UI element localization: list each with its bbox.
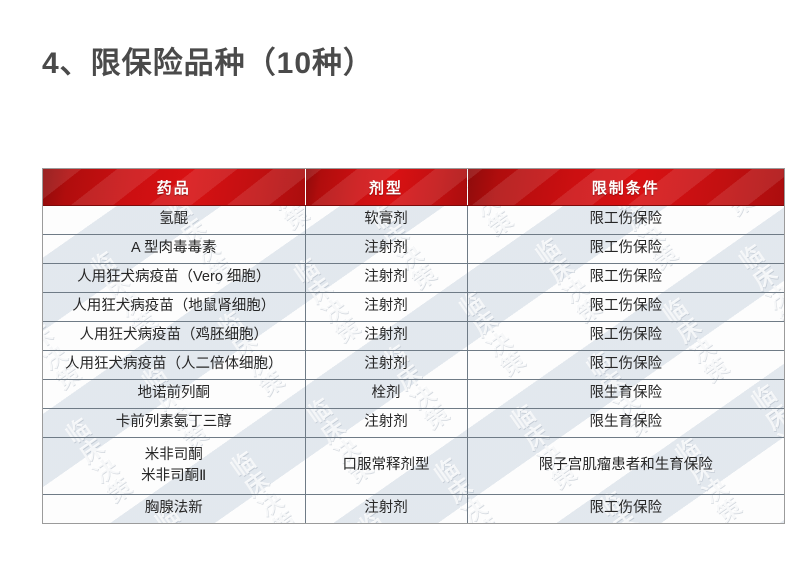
table-row: 氢醌 软膏剂 限工伤保险 bbox=[43, 205, 784, 235]
cell-drug: 人用狂犬病疫苗（鸡胚细胞） bbox=[43, 321, 306, 351]
cell-restriction-condition: 限生育保险 bbox=[467, 408, 784, 438]
cell-drug: 米非司酮米非司酮Ⅱ bbox=[43, 437, 306, 495]
column-header-form-label: 剂型 bbox=[368, 179, 403, 197]
cell-dosage-form: 栓剂 bbox=[305, 379, 468, 409]
column-header-condition: 限制条件 bbox=[467, 169, 784, 206]
column-header-drug-label: 药品 bbox=[156, 179, 191, 197]
drug-name: 人用狂犬病疫苗（鸡胚细胞） bbox=[79, 327, 269, 344]
cell-restriction-condition: 限工伤保险 bbox=[467, 234, 784, 264]
drug-name: 米非司酮 bbox=[144, 446, 203, 463]
cell-restriction-condition: 限子宫肌瘤患者和生育保险 bbox=[467, 437, 784, 495]
table-header-row: 药品 剂型 限制条件 bbox=[43, 169, 784, 206]
drug-name: 人用狂犬病疫苗（人二倍体细胞） bbox=[65, 356, 283, 373]
table-row: 地诺前列酮 栓剂 限生育保险 bbox=[43, 379, 784, 409]
cell-drug: 人用狂犬病疫苗（人二倍体细胞） bbox=[43, 350, 306, 380]
drug-name: 氢醌 bbox=[159, 211, 189, 228]
drug-name: A 型肉毒毒素 bbox=[131, 240, 217, 257]
drug-name: 卡前列素氨丁三醇 bbox=[115, 414, 232, 431]
cell-dosage-form: 注射剂 bbox=[305, 408, 468, 438]
cell-restriction-condition: 限工伤保险 bbox=[467, 205, 784, 235]
cell-restriction-condition: 限工伤保险 bbox=[467, 350, 784, 380]
drug-name: 地诺前列酮 bbox=[137, 385, 211, 402]
cell-restriction-condition: 限工伤保险 bbox=[467, 292, 784, 322]
cell-dosage-form: 注射剂 bbox=[305, 234, 468, 264]
page-title: 4、限保险品种（10种） bbox=[42, 47, 375, 80]
drug-name: 胸腺法新 bbox=[144, 500, 203, 517]
table-header: 药品 剂型 限制条件 bbox=[43, 169, 784, 206]
table-row: 人用狂犬病疫苗（地鼠肾细胞） 注射剂 限工伤保险 bbox=[43, 292, 784, 322]
cell-drug: 卡前列素氨丁三醇 bbox=[43, 408, 306, 438]
table-row: 人用狂犬病疫苗（Vero 细胞） 注射剂 限工伤保险 bbox=[43, 263, 784, 293]
cell-dosage-form: 口服常释剂型 bbox=[305, 437, 468, 495]
limited-insurance-drug-table: 药品 剂型 限制条件 氢醌 软膏剂 限工伤保险 A 型肉毒毒素 注射剂 限工伤保险 人用狂犬… bbox=[43, 169, 784, 523]
cell-dosage-form: 软膏剂 bbox=[305, 205, 468, 235]
cell-dosage-form: 注射剂 bbox=[305, 292, 468, 322]
cell-drug: 氢醌 bbox=[43, 205, 306, 235]
cell-dosage-form: 注射剂 bbox=[305, 263, 468, 293]
cell-drug: 人用狂犬病疫苗（Vero 细胞） bbox=[43, 263, 306, 293]
table-row: 人用狂犬病疫苗（人二倍体细胞） 注射剂 限工伤保险 bbox=[43, 350, 784, 380]
drug-name-secondary: 米非司酮Ⅱ bbox=[141, 468, 207, 484]
cell-restriction-condition: 限生育保险 bbox=[467, 379, 784, 409]
drug-name: 人用狂犬病疫苗（地鼠肾细胞） bbox=[72, 298, 276, 315]
cell-drug: 胸腺法新 bbox=[43, 494, 306, 523]
table-row: 卡前列素氨丁三醇 注射剂 限生育保险 bbox=[43, 408, 784, 438]
cell-restriction-condition: 限工伤保险 bbox=[467, 321, 784, 351]
column-header-drug: 药品 bbox=[43, 169, 306, 206]
cell-drug: A 型肉毒毒素 bbox=[43, 234, 306, 264]
cell-dosage-form: 注射剂 bbox=[305, 350, 468, 380]
drug-table-container: 临床决策 临床决策 临床决策 临床决策 临床决策 临床决策 临床决策 临床决策 临床决策 临床决策… bbox=[42, 168, 785, 524]
table-row: A 型肉毒毒素 注射剂 限工伤保险 bbox=[43, 234, 784, 264]
drug-name: 人用狂犬病疫苗（Vero 细胞） bbox=[77, 269, 271, 286]
cell-restriction-condition: 限工伤保险 bbox=[467, 263, 784, 293]
cell-dosage-form: 注射剂 bbox=[305, 494, 468, 523]
table-row: 胸腺法新 注射剂 限工伤保险 bbox=[43, 494, 784, 523]
table-row: 米非司酮 米非司酮Ⅱ 口服常释剂型 限子宫肌瘤患者和生育保险 bbox=[43, 437, 784, 495]
cell-dosage-form: 注射剂 bbox=[305, 321, 468, 351]
cell-drug: 人用狂犬病疫苗（地鼠肾细胞） bbox=[43, 292, 306, 322]
cell-restriction-condition: 限工伤保险 bbox=[467, 494, 784, 523]
column-header-form: 剂型 bbox=[305, 169, 468, 206]
column-header-condition-label: 限制条件 bbox=[591, 179, 660, 197]
table-body: 氢醌 软膏剂 限工伤保险 A 型肉毒毒素 注射剂 限工伤保险 人用狂犬病疫苗（Vero 细胞… bbox=[43, 205, 784, 523]
table-row: 人用狂犬病疫苗（鸡胚细胞） 注射剂 限工伤保险 bbox=[43, 321, 784, 351]
cell-drug: 地诺前列酮 bbox=[43, 379, 306, 409]
